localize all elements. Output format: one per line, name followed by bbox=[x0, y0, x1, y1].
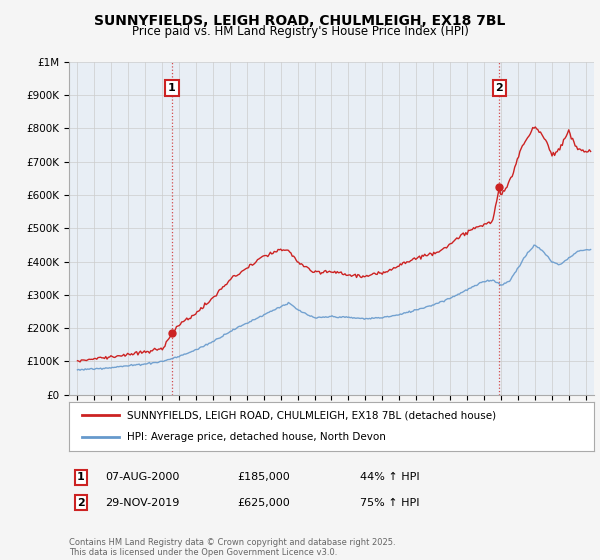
Text: £185,000: £185,000 bbox=[237, 472, 290, 482]
Text: 75% ↑ HPI: 75% ↑ HPI bbox=[360, 498, 419, 508]
Text: 44% ↑ HPI: 44% ↑ HPI bbox=[360, 472, 419, 482]
Text: 2: 2 bbox=[496, 83, 503, 94]
Text: SUNNYFIELDS, LEIGH ROAD, CHULMLEIGH, EX18 7BL: SUNNYFIELDS, LEIGH ROAD, CHULMLEIGH, EX1… bbox=[94, 14, 506, 28]
Text: HPI: Average price, detached house, North Devon: HPI: Average price, detached house, Nort… bbox=[127, 432, 386, 442]
Text: 07-AUG-2000: 07-AUG-2000 bbox=[105, 472, 179, 482]
Text: 1: 1 bbox=[77, 472, 85, 482]
Text: Contains HM Land Registry data © Crown copyright and database right 2025.
This d: Contains HM Land Registry data © Crown c… bbox=[69, 538, 395, 557]
Text: SUNNYFIELDS, LEIGH ROAD, CHULMLEIGH, EX18 7BL (detached house): SUNNYFIELDS, LEIGH ROAD, CHULMLEIGH, EX1… bbox=[127, 410, 496, 421]
Text: 2: 2 bbox=[77, 498, 85, 508]
Text: £625,000: £625,000 bbox=[237, 498, 290, 508]
Text: Price paid vs. HM Land Registry's House Price Index (HPI): Price paid vs. HM Land Registry's House … bbox=[131, 25, 469, 38]
Text: 29-NOV-2019: 29-NOV-2019 bbox=[105, 498, 179, 508]
Text: 1: 1 bbox=[168, 83, 176, 94]
